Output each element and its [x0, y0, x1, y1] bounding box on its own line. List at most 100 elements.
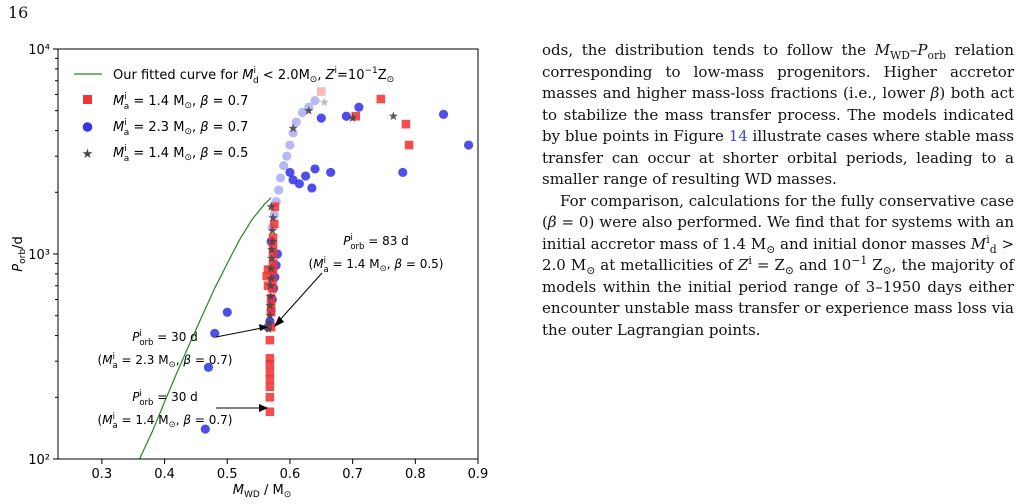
x-tick-label: 0.4 [154, 467, 175, 482]
data-point-blue-circle [279, 160, 289, 171]
data-point-blue-circle [275, 173, 286, 183]
data-point-star [266, 202, 276, 211]
data-point-red-square [266, 322, 276, 332]
data-point-red-square [404, 140, 414, 150]
legend-label-red: Mi a = 1.4 M⊙, β = 0.7 [113, 92, 248, 112]
svg-text:(Mia = 1.4 M⊙, β = 0.7): (Mi a = 1.4 M⊙, β = 0.7) [98, 412, 233, 431]
data-point-red-square [265, 407, 275, 417]
annotation-30d-red: Pi orb = 30 d (Mi a = 1.4 M⊙, β = 0.7) [98, 389, 268, 431]
legend-marker-circle [82, 122, 93, 132]
y-tick-label: 10² [28, 453, 50, 468]
data-point-star [265, 300, 275, 310]
data-point-red-square [262, 271, 272, 281]
legend-marker-star: ★ [82, 147, 94, 162]
data-point-red-square [263, 265, 273, 274]
data-point-red-square [351, 111, 361, 121]
data-point-blue-circle [354, 102, 364, 112]
data-point-blue-circle [285, 140, 295, 150]
data-point-red-square [401, 119, 411, 129]
legend-label-star: Mi a = 1.4 M⊙, β = 0.5 [113, 144, 248, 164]
data-point-star [388, 111, 398, 121]
data-point-blue-circle [297, 107, 308, 118]
data-point-blue-circle [222, 307, 232, 317]
axes: 0.3 0.4 0.5 0.6 0.7 0.8 0.9 10² 10³ 10⁴ [28, 43, 488, 482]
data-point-blue-circle [310, 164, 320, 174]
data-point-star [266, 263, 276, 273]
legend-label-blue: Mi a = 2.3 M⊙, β = 0.7 [113, 118, 248, 138]
data-point-red-square [269, 219, 279, 229]
x-axis-label: MWD / M⊙ [233, 483, 291, 500]
data-point-star [267, 236, 277, 246]
data-point-star [265, 281, 276, 290]
data-point-red-square [268, 259, 278, 268]
x-tick-label: 0.7 [342, 467, 363, 482]
data-point-red-square [270, 202, 280, 212]
data-point-red-square [376, 94, 386, 104]
data-point-blue-circle [310, 96, 320, 106]
data-point-star [319, 97, 329, 107]
data-point-red-square [266, 307, 276, 317]
data-point-blue-circle [274, 185, 284, 195]
svg-text:(Mia = 1.4 M⊙, β = 0.5): (Mi a = 1.4 M⊙, β = 0.5) [309, 256, 444, 275]
data-point-star [268, 213, 278, 222]
data-point-blue-circle [285, 167, 295, 178]
y-axis-label: Porb/d [11, 236, 28, 271]
data-point-blue-circle [210, 328, 220, 338]
data-point-blue-circle [398, 167, 408, 178]
data-point-star [267, 225, 277, 235]
data-point-red-square [265, 335, 275, 345]
data-point-blue-circle [307, 183, 317, 193]
data-point-blue-circle [316, 113, 326, 123]
data-point-blue-circle [294, 179, 304, 189]
x-tick-label: 0.8 [405, 467, 426, 482]
legend: Our fitted curve for Mi d < 2.0M⊙, Zi=10−… [74, 66, 394, 164]
annotation-83d: Pi orb = 83 d (Mi a = 1.4 M⊙, β = 0.5) [274, 233, 443, 327]
data-point-star [288, 123, 298, 133]
data-point-star [265, 291, 276, 301]
legend-label-fitted: Our fitted curve for Mi d < 2.0M⊙, Zi=10−… [113, 66, 394, 86]
x-tick-label: 0.9 [468, 467, 489, 482]
page-number: 16 [8, 3, 29, 22]
figure-link[interactable]: 14 [728, 127, 748, 145]
data-point-red-square [268, 249, 278, 259]
data-point-star [267, 244, 277, 254]
svg-text:(Mia = 2.3 M⊙, β = 0.7): (Mi a = 2.3 M⊙, β = 0.7) [98, 352, 233, 371]
data-point-red-square [265, 392, 275, 402]
paragraph-2: For comparison, calculations for the ful… [542, 191, 1015, 339]
fitted-curve [138, 197, 272, 459]
y-tick-label: 10⁴ [28, 43, 50, 58]
data-point-red-square [265, 359, 275, 369]
data-point-red-square [316, 87, 326, 96]
data-point-blue-circle [326, 167, 336, 178]
data-point-red-square [265, 353, 275, 363]
x-tick-label: 0.3 [92, 467, 113, 482]
data-point-star [304, 105, 314, 115]
data-point-red-square [268, 233, 278, 243]
data-point-red-square [265, 367, 275, 377]
paragraph-1: ods, the distribution tends to follow th… [542, 41, 1014, 188]
x-tick-label: 0.5 [217, 467, 238, 482]
x-tick-label: 0.6 [280, 467, 301, 482]
data-point-star [267, 253, 277, 263]
data-point-blue-circle [301, 171, 311, 181]
data-point-red-square [265, 374, 275, 384]
body-text: ods, the distribution tends to follow th… [542, 40, 1014, 341]
data-point-blue-circle [341, 111, 351, 121]
data-point-blue-circle [203, 362, 214, 372]
data-point-star [266, 273, 276, 283]
data-point-star [264, 318, 274, 327]
chart-marks [138, 87, 474, 459]
data-point-blue-circle [200, 424, 210, 434]
data-point-star [265, 310, 275, 320]
legend-marker-square [83, 95, 92, 104]
data-point-blue-circle [438, 109, 449, 119]
data-point-star [348, 113, 358, 122]
annotation-30d-blue: Pi orb = 30 d (Mi a = 2.3 M⊙, β = 0.7) [98, 324, 268, 371]
data-point-blue-circle [282, 151, 292, 161]
scatter-figure: 0.3 0.4 0.5 0.6 0.7 0.8 0.9 10² 10³ 10⁴ MWD / M⊙ … [0, 30, 530, 504]
y-tick-label: 10³ [28, 248, 50, 263]
